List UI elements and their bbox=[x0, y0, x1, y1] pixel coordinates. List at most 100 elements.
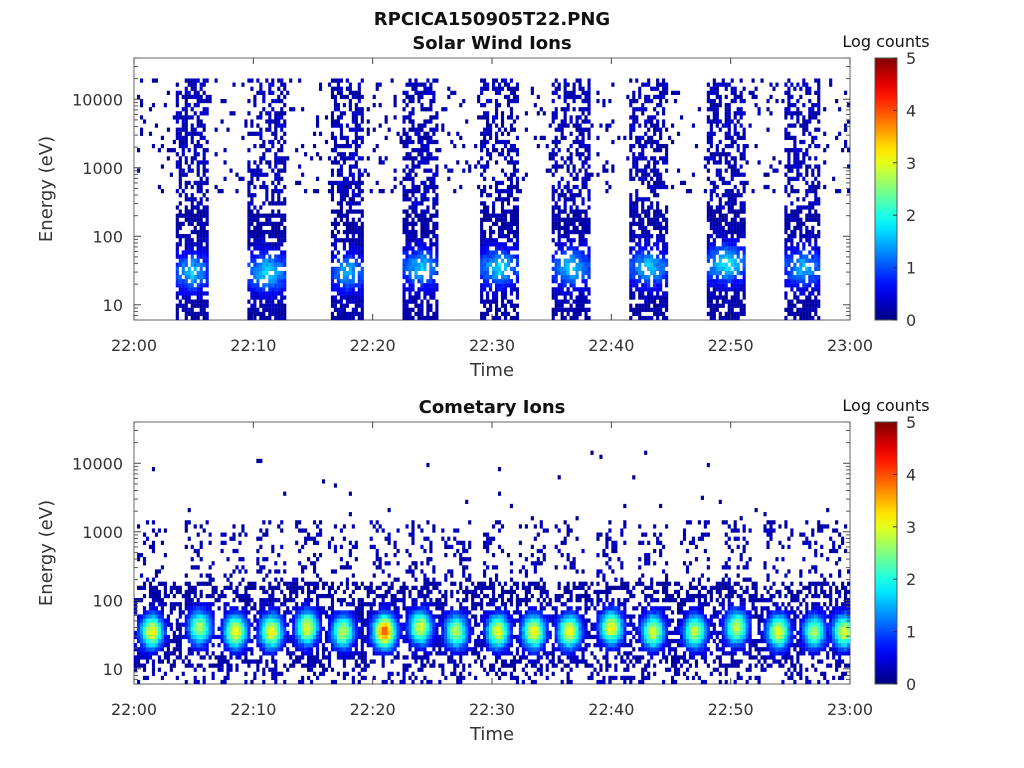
spectrogram-cell bbox=[345, 287, 349, 292]
spectrogram-cell bbox=[784, 242, 788, 247]
spectrogram-cell bbox=[145, 643, 150, 648]
spectrogram-cell bbox=[509, 291, 514, 296]
spectrogram-cell bbox=[342, 246, 346, 251]
spectrogram-cell bbox=[721, 315, 725, 321]
spectrogram-cell bbox=[802, 119, 806, 124]
spectrogram-cell bbox=[333, 307, 338, 312]
spectrogram-cell bbox=[480, 90, 484, 95]
spectrogram-cell bbox=[575, 246, 579, 251]
spectrogram-cell bbox=[280, 250, 284, 255]
spectrogram-cell bbox=[629, 295, 633, 300]
spectrogram-cell bbox=[333, 270, 338, 276]
spectrogram-cell bbox=[142, 630, 147, 636]
spectrogram-cell bbox=[151, 630, 156, 636]
spectrogram-cell bbox=[811, 111, 815, 116]
spectrogram-cell bbox=[148, 131, 153, 136]
spectrogram-cell bbox=[721, 254, 725, 259]
spectrogram-cell bbox=[277, 270, 281, 276]
spectrogram-cell bbox=[336, 160, 340, 165]
spectrogram-cell bbox=[420, 266, 424, 272]
spectrogram-cell bbox=[214, 585, 218, 590]
spectrogram-cell bbox=[345, 184, 349, 190]
spectrogram-cell bbox=[151, 634, 156, 640]
spectrogram-cell bbox=[354, 184, 358, 190]
spectrogram-cell bbox=[489, 225, 493, 231]
spectrogram-cell bbox=[703, 189, 707, 194]
spectrogram-cell bbox=[641, 291, 645, 296]
spectrogram-cell bbox=[339, 205, 343, 210]
spectrogram-cell bbox=[157, 655, 161, 660]
spectrogram-cell bbox=[280, 299, 284, 304]
spectrogram-cell bbox=[566, 234, 570, 239]
spectrogram-cell bbox=[142, 606, 147, 611]
spectrogram-cell bbox=[253, 184, 257, 190]
spectrogram-cell bbox=[742, 254, 746, 259]
spectrogram-cell bbox=[742, 189, 746, 194]
spectrogram-cell bbox=[724, 229, 728, 235]
spectrogram-cell bbox=[142, 675, 147, 681]
spectrogram-cell bbox=[641, 234, 645, 239]
spectrogram-cell bbox=[175, 250, 179, 255]
spectrogram-cell bbox=[411, 229, 415, 235]
spectrogram-cell bbox=[196, 189, 200, 194]
spectrogram-cell bbox=[262, 98, 266, 104]
spectrogram-cell bbox=[796, 164, 800, 169]
spectrogram-cell bbox=[402, 193, 406, 198]
spectrogram-cell bbox=[178, 115, 182, 120]
spectrogram-cell bbox=[632, 307, 636, 312]
spectrogram-cell bbox=[506, 131, 511, 136]
spectrogram-cell bbox=[503, 274, 508, 280]
spectrogram-cell bbox=[429, 307, 433, 312]
spectrogram-cell bbox=[435, 193, 439, 198]
spectrogram-cell bbox=[271, 197, 275, 202]
spectrogram-cell bbox=[405, 193, 409, 198]
spectrogram-cell bbox=[280, 78, 284, 83]
spectrogram-cell bbox=[354, 299, 358, 304]
spectrogram-cell bbox=[342, 184, 346, 190]
spectrogram-cell bbox=[259, 221, 263, 226]
spectrogram-cell bbox=[265, 299, 269, 304]
y-tick-label: 10 bbox=[103, 296, 123, 315]
spectrogram-cell bbox=[566, 246, 570, 251]
spectrogram-cell bbox=[739, 90, 743, 95]
spectrogram-cell bbox=[718, 291, 722, 296]
spectrogram-cell bbox=[497, 86, 502, 91]
spectrogram-cell bbox=[551, 279, 555, 284]
spectrogram-cell bbox=[151, 626, 156, 631]
spectrogram-cell bbox=[178, 131, 182, 136]
spectrogram-cell bbox=[393, 168, 397, 173]
spectrogram-cell bbox=[506, 229, 511, 235]
spectrogram-cell bbox=[644, 168, 648, 173]
spectrogram-cell bbox=[808, 258, 812, 263]
spectrogram-cell bbox=[492, 258, 496, 263]
spectrogram-cell bbox=[280, 201, 284, 206]
spectrogram-cell bbox=[584, 225, 588, 231]
spectrogram-cell bbox=[509, 279, 514, 284]
spectrogram-cell bbox=[512, 287, 517, 292]
spectrogram-cell bbox=[796, 266, 800, 272]
spectrogram-cell bbox=[160, 618, 164, 623]
spectrogram-cell bbox=[250, 287, 254, 292]
spectrogram-cell bbox=[283, 283, 287, 288]
spectrogram-cell bbox=[202, 638, 206, 644]
spectrogram-cell bbox=[411, 287, 415, 292]
spectrogram-cell bbox=[402, 184, 406, 190]
spectrogram-cell bbox=[551, 111, 555, 116]
spectrogram-cell bbox=[265, 78, 269, 83]
spectrogram-cell bbox=[184, 86, 188, 91]
spectrogram-cell bbox=[635, 107, 639, 112]
spectrogram-cell bbox=[142, 626, 147, 631]
spectrogram-cell bbox=[226, 127, 230, 132]
spectrogram-cell bbox=[730, 242, 734, 247]
spectrogram-cell bbox=[739, 307, 743, 312]
spectrogram-cell bbox=[500, 205, 505, 210]
spectrogram-cell bbox=[805, 315, 809, 321]
spectrogram-cell bbox=[814, 287, 818, 292]
spectrogram-cell bbox=[662, 225, 666, 231]
spectrogram-cell bbox=[220, 119, 224, 124]
spectrogram-cell bbox=[384, 115, 388, 120]
spectrogram-cell bbox=[187, 610, 191, 615]
spectrogram-cell bbox=[351, 291, 355, 296]
spectrogram-cell bbox=[644, 246, 648, 251]
spectrogram-cell bbox=[653, 295, 657, 300]
